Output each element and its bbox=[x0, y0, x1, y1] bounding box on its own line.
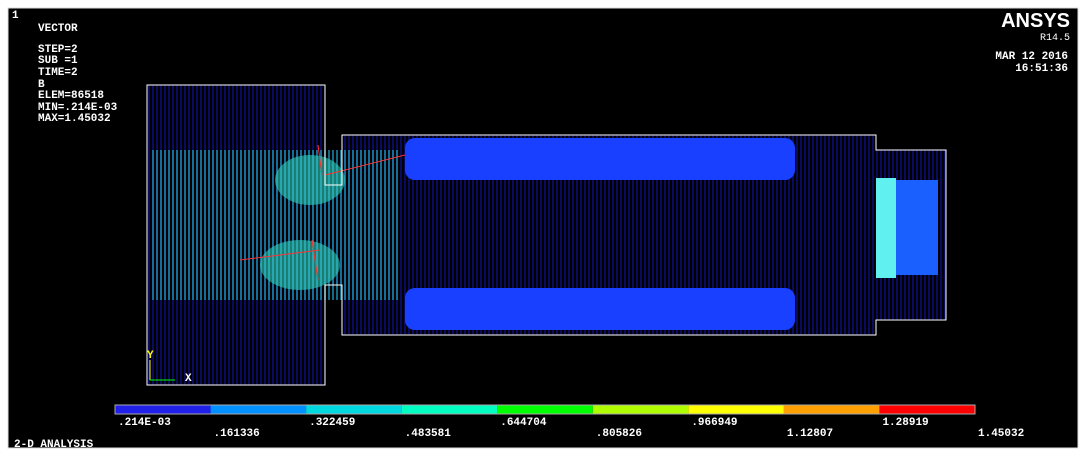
graphics-window: 1 VECTORSTEP=2SUB =1TIME=2BELEM=86518MIN… bbox=[0, 0, 1086, 457]
brand-name: ANSYS bbox=[1001, 10, 1070, 32]
legend-swatch bbox=[497, 405, 593, 414]
blue-band bbox=[405, 288, 795, 330]
legend-label: 1.12807 bbox=[787, 428, 833, 440]
time: 16:51:36 bbox=[1015, 63, 1068, 75]
legend-label: .214E-03 bbox=[118, 417, 171, 429]
x-axis-label: X bbox=[185, 373, 192, 385]
legend-label: .966949 bbox=[691, 417, 737, 429]
hot-zone bbox=[260, 240, 340, 290]
date: MAR 12 2016 bbox=[995, 51, 1068, 63]
footer: 2-D ANALYSIS bbox=[14, 439, 94, 451]
info-line: ELEM=86518 bbox=[38, 90, 104, 102]
legend-label: 1.45032 bbox=[978, 428, 1024, 440]
info-line: TIME=2 bbox=[38, 67, 78, 79]
legend-swatch bbox=[593, 405, 689, 414]
legend-label: .322459 bbox=[309, 417, 355, 429]
legend-swatch bbox=[211, 405, 307, 414]
legend-swatch bbox=[784, 405, 880, 414]
legend-swatch bbox=[402, 405, 498, 414]
hot-zone bbox=[275, 155, 345, 205]
legend-swatch bbox=[879, 405, 975, 414]
legend-label: 1.28919 bbox=[882, 417, 928, 429]
legend-label: .483581 bbox=[405, 428, 452, 440]
info-line: SUB =1 bbox=[38, 55, 78, 67]
brand-version: R14.5 bbox=[1040, 33, 1070, 44]
blue-band bbox=[405, 138, 795, 180]
legend-label: .161336 bbox=[214, 428, 260, 440]
legend-label: .805826 bbox=[596, 428, 642, 440]
info-line: MAX=1.45032 bbox=[38, 113, 111, 125]
window-number: 1 bbox=[12, 10, 19, 22]
legend-swatch bbox=[115, 405, 211, 414]
cyan-band bbox=[876, 178, 896, 278]
legend-swatch bbox=[306, 405, 402, 414]
legend-label: .644704 bbox=[500, 417, 547, 429]
blue-band bbox=[896, 180, 938, 275]
info-line: VECTOR bbox=[38, 23, 78, 35]
legend-swatch bbox=[688, 405, 784, 414]
